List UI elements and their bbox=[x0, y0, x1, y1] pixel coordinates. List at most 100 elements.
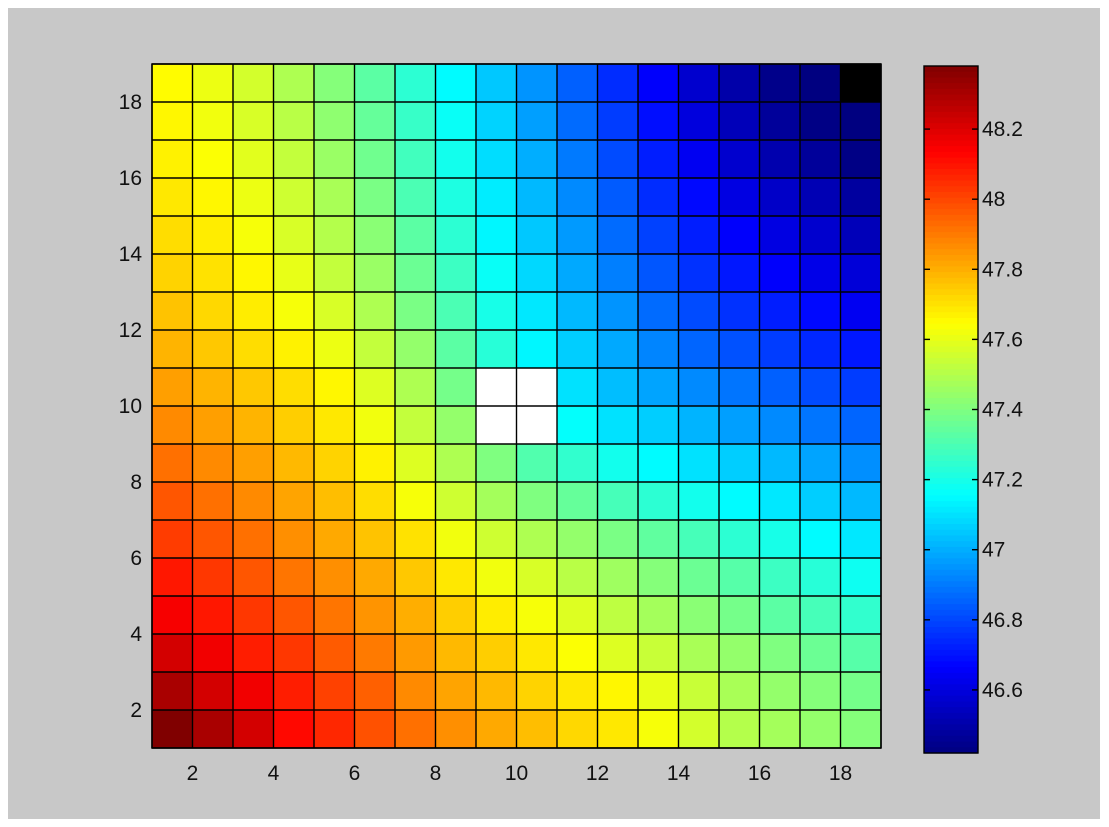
heatmap-cell bbox=[516, 368, 557, 406]
heatmap-cell bbox=[273, 368, 314, 406]
colorbar-segment bbox=[924, 157, 978, 164]
heatmap-cell bbox=[840, 406, 881, 444]
heatmap-cell bbox=[759, 254, 800, 292]
colorbar-segment bbox=[924, 546, 978, 554]
heatmap-cell bbox=[273, 254, 314, 292]
colorbar-segment bbox=[924, 283, 978, 290]
y-tick-label: 4 bbox=[130, 623, 142, 646]
figure-window: 2 4 6 8 10 12 14 16 18 2 4 6 8 10 12 14 16 18 46.6 46.8 47… bbox=[8, 8, 1100, 819]
colorbar-segment bbox=[924, 461, 978, 468]
colorbar-segment bbox=[924, 483, 978, 491]
heatmap-cell bbox=[395, 216, 436, 254]
heatmap-cell bbox=[800, 596, 841, 634]
heatmap-cell bbox=[840, 178, 881, 216]
heatmap-cell bbox=[678, 406, 719, 444]
colorbar-segment bbox=[924, 128, 978, 136]
colorbar-segment bbox=[924, 535, 978, 542]
heatmap-cell bbox=[678, 102, 719, 140]
heatmap-cell bbox=[678, 710, 719, 748]
colorbar-segment bbox=[924, 123, 978, 130]
heatmap-cell bbox=[638, 216, 679, 254]
heatmap-cell bbox=[516, 178, 557, 216]
heatmap-cell bbox=[840, 634, 881, 672]
colorbar-segment bbox=[924, 163, 978, 170]
heatmap-cell bbox=[395, 444, 436, 482]
colorbar-segment bbox=[924, 100, 978, 107]
heatmap-cell bbox=[840, 710, 881, 748]
colorbar-segment bbox=[924, 403, 978, 411]
heatmap-cell bbox=[759, 672, 800, 710]
heatmap-cell bbox=[273, 634, 314, 672]
heatmap-cell bbox=[354, 254, 395, 292]
heatmap-cell bbox=[152, 178, 193, 216]
colorbar-segment bbox=[924, 243, 978, 250]
heatmap-cell bbox=[840, 672, 881, 710]
colorbar-segment bbox=[924, 260, 978, 267]
heatmap-cell bbox=[395, 520, 436, 558]
heatmap-cell bbox=[638, 178, 679, 216]
heatmap-cell bbox=[354, 216, 395, 254]
heatmap-cell bbox=[800, 216, 841, 254]
heatmap-cell bbox=[678, 672, 719, 710]
heatmap-cell bbox=[597, 330, 638, 368]
heatmap-cell bbox=[354, 64, 395, 102]
heatmap-cell bbox=[840, 254, 881, 292]
heatmap-cell bbox=[395, 596, 436, 634]
heatmap-cell bbox=[152, 710, 193, 748]
heatmap-cell bbox=[840, 482, 881, 520]
heatmap-cell bbox=[192, 102, 233, 140]
heatmap-cell bbox=[800, 178, 841, 216]
heatmap-cell bbox=[800, 64, 841, 102]
heatmap-cell bbox=[435, 710, 476, 748]
heatmap-cell bbox=[516, 140, 557, 178]
heatmap-cell bbox=[557, 368, 598, 406]
colorbar-tick-label: 47.6 bbox=[982, 328, 1023, 351]
colorbar-segment bbox=[924, 392, 978, 399]
colorbar-segment bbox=[924, 380, 978, 388]
heatmap-cell bbox=[678, 558, 719, 596]
colorbar-segment bbox=[924, 489, 978, 496]
heatmap-cell bbox=[192, 178, 233, 216]
heatmap-cell bbox=[192, 330, 233, 368]
heatmap-cell bbox=[759, 292, 800, 330]
colorbar-segment bbox=[924, 317, 978, 325]
heatmap-cell bbox=[435, 634, 476, 672]
colorbar-segment bbox=[924, 712, 978, 720]
heatmap-cell bbox=[516, 330, 557, 368]
colorbar-segment bbox=[924, 552, 978, 559]
heatmap-cell bbox=[719, 140, 760, 178]
heatmap-cell bbox=[597, 634, 638, 672]
colorbar-segment bbox=[924, 146, 978, 153]
heatmap-cell bbox=[435, 178, 476, 216]
heatmap-cell bbox=[476, 140, 517, 178]
colorbar-tick-label: 47.2 bbox=[982, 469, 1023, 492]
heatmap-cell bbox=[395, 368, 436, 406]
heatmap-cell bbox=[800, 254, 841, 292]
y-tick-label: 16 bbox=[119, 167, 142, 190]
heatmap-cell bbox=[800, 292, 841, 330]
x-tick-label: 6 bbox=[349, 762, 361, 785]
heatmap-cell bbox=[395, 102, 436, 140]
colorbar-segment bbox=[924, 415, 978, 422]
colorbar-segment bbox=[924, 615, 978, 622]
heatmap-cell bbox=[192, 140, 233, 178]
heatmap-cell bbox=[395, 558, 436, 596]
heatmap-cell bbox=[435, 64, 476, 102]
heatmap-cell bbox=[516, 444, 557, 482]
heatmap-cell bbox=[476, 368, 517, 406]
colorbar-segment bbox=[924, 586, 978, 594]
y-tick-label: 12 bbox=[119, 319, 142, 342]
heatmap-cell bbox=[476, 444, 517, 482]
x-tick-label: 16 bbox=[748, 762, 771, 785]
plot-frame bbox=[151, 63, 882, 749]
heatmap-cell bbox=[273, 140, 314, 178]
heatmap-cell bbox=[192, 596, 233, 634]
colorbar-segment bbox=[924, 672, 978, 680]
colorbar-segment bbox=[924, 357, 978, 365]
colorbar-segment bbox=[924, 214, 978, 222]
heatmap-cell bbox=[233, 634, 274, 672]
heatmap-cell bbox=[192, 710, 233, 748]
heatmap-cell bbox=[759, 330, 800, 368]
heatmap-cell bbox=[354, 140, 395, 178]
heatmap-cell bbox=[152, 102, 193, 140]
